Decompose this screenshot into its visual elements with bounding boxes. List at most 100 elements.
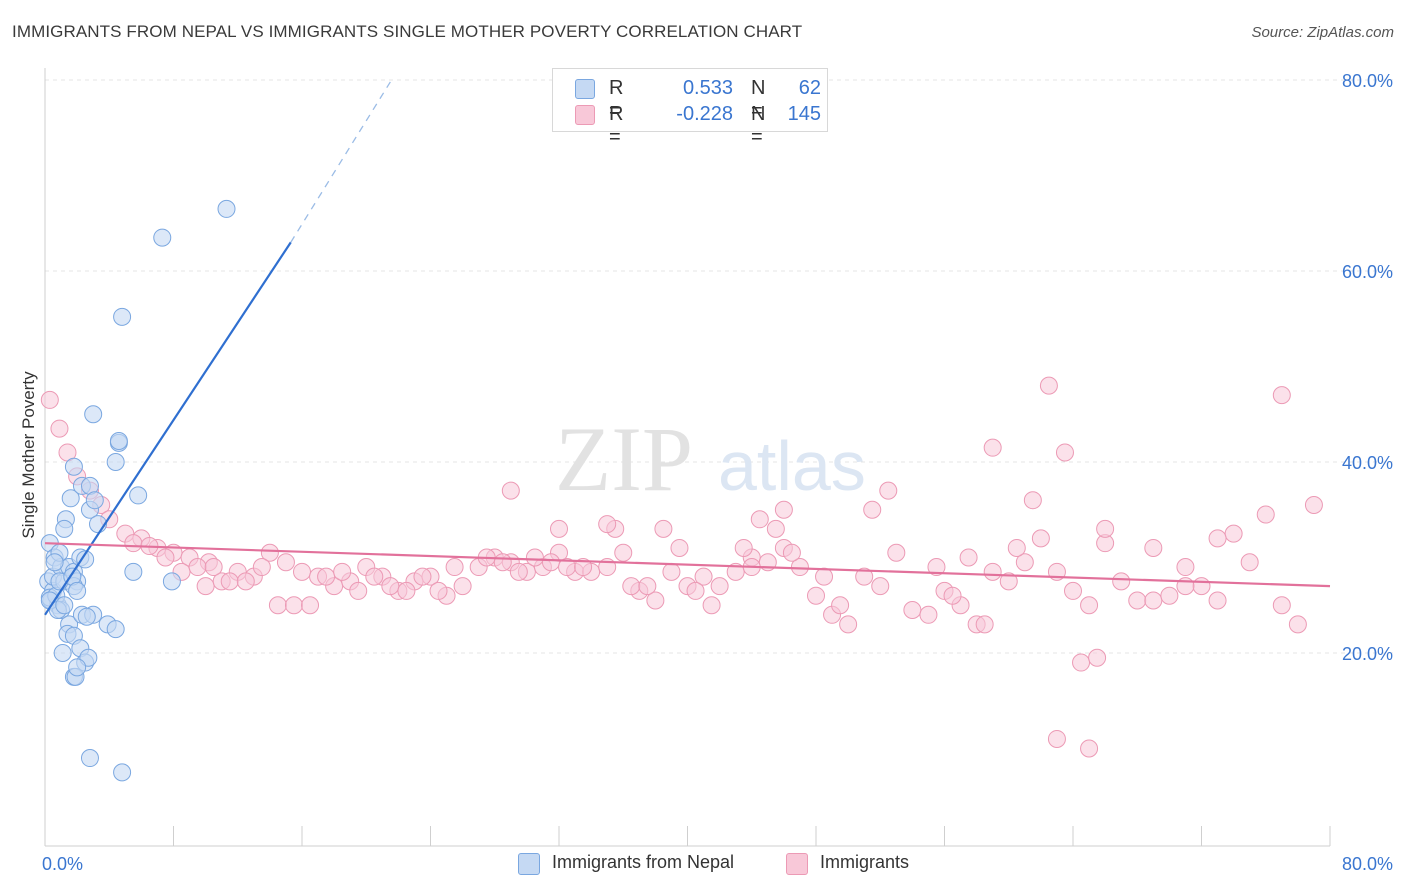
r-value: 0.533 [682, 77, 733, 99]
immigrants-point [1023, 491, 1042, 510]
immigrants-point [670, 538, 689, 557]
immigrants-point [710, 577, 729, 596]
nepal-trend-line [44, 241, 292, 616]
immigrants-point [50, 419, 69, 438]
immigrants-point [1208, 591, 1227, 610]
immigrants-point [750, 510, 769, 529]
immigrants-point [983, 438, 1002, 457]
immigrants-point [276, 553, 295, 572]
immigrants-point [1088, 648, 1107, 667]
immigrants-point [1047, 729, 1066, 748]
immigrants-point [863, 500, 882, 519]
nepal-point [55, 519, 74, 538]
y-tick-label: 40.0% [1342, 453, 1393, 473]
immigrants-point [774, 500, 793, 519]
nepal-point [45, 553, 64, 572]
immigrants-point [646, 591, 665, 610]
immigrants-point [959, 548, 978, 567]
immigrants-point [807, 586, 825, 605]
legend-label-nepal: Immigrants from Nepal [552, 852, 735, 872]
immigrants-point [734, 538, 753, 557]
nepal-point [113, 307, 132, 326]
immigrants-point [638, 577, 657, 596]
y-tick-label: 80.0% [1342, 71, 1393, 91]
immigrants-point [1192, 577, 1211, 596]
immigrants-point [598, 515, 617, 534]
immigrants-point [413, 567, 432, 586]
r-value: -0.228 [676, 103, 733, 125]
immigrants-point [1064, 581, 1082, 600]
immigrants-point [1288, 615, 1307, 634]
watermark-zip: ZIP [555, 408, 693, 510]
immigrants-point [887, 543, 906, 562]
immigrants-point [541, 553, 560, 572]
nepal-point [85, 491, 104, 510]
immigrants-point [766, 519, 785, 538]
immigrants-point [501, 481, 520, 500]
immigrants-point [815, 567, 834, 586]
immigrants-point [831, 596, 850, 615]
immigrants-point [429, 581, 448, 600]
n-label: N = [751, 77, 766, 122]
immigrants-point [156, 548, 175, 567]
immigrants-point [188, 558, 207, 577]
immigrants-point [871, 577, 890, 596]
immigrants-point [1039, 376, 1058, 395]
nepal-point [80, 749, 99, 768]
immigrants-point [381, 577, 400, 596]
stats-legend: R = 0.533 N = 62 R = -0.228 N = 145 [552, 68, 828, 148]
immigrants-point [622, 577, 641, 596]
immigrants-point [260, 543, 279, 562]
immigrants-point [1224, 524, 1243, 543]
nepal-point [55, 596, 74, 615]
immigrants-point [124, 534, 143, 553]
immigrants-point [1112, 572, 1131, 591]
immigrants-point [509, 562, 528, 581]
immigrants-point [927, 558, 946, 577]
immigrants-point [1272, 596, 1291, 615]
immigrants-point [782, 543, 801, 562]
immigrants-point [702, 596, 721, 615]
nepal-point [153, 228, 172, 247]
immigrants-point [365, 567, 384, 586]
nepal-point [53, 644, 72, 662]
immigrants-point [236, 572, 255, 591]
immigrants-point [1055, 443, 1074, 462]
nepal-point [76, 550, 95, 569]
immigrants-point [1015, 553, 1034, 572]
immigrants-point [943, 586, 962, 605]
immigrants-point [349, 581, 368, 600]
immigrants-point [445, 558, 464, 577]
immigrants-point [252, 558, 271, 577]
immigrants-point [855, 567, 874, 586]
r-label: R = [609, 77, 624, 122]
immigrants-point [1096, 519, 1115, 538]
immigrants-points [40, 376, 1323, 758]
immigrants-point [1144, 538, 1163, 557]
nepal-point [109, 431, 128, 450]
immigrants-point [999, 572, 1018, 591]
immigrants-point [493, 553, 512, 572]
tick-labels: 20.0% 40.0% 60.0% 80.0% 0.0% 80.0% [42, 71, 1393, 874]
nepal-point [124, 562, 143, 581]
immigrants-point [879, 481, 898, 500]
immigrants-point [397, 581, 416, 600]
watermark: ZIP atlas [555, 408, 866, 510]
immigrants-point [903, 601, 922, 620]
immigrants-point [293, 562, 311, 581]
immigrants-point [686, 581, 705, 600]
axes-layer [44, 68, 1331, 847]
nepal-trend-extension [290, 81, 391, 243]
trend-lines [44, 81, 1331, 616]
immigrants-point [317, 567, 336, 586]
immigrants-point [919, 605, 938, 624]
x-tick-label: 0.0% [42, 854, 83, 874]
immigrants-point [453, 577, 472, 596]
nepal-point [77, 607, 96, 626]
nepal-point [84, 405, 103, 424]
immigrants-point [1128, 591, 1147, 610]
immigrants-point [574, 558, 593, 577]
watermark-atlas: atlas [718, 427, 866, 505]
immigrants-point [614, 543, 633, 562]
